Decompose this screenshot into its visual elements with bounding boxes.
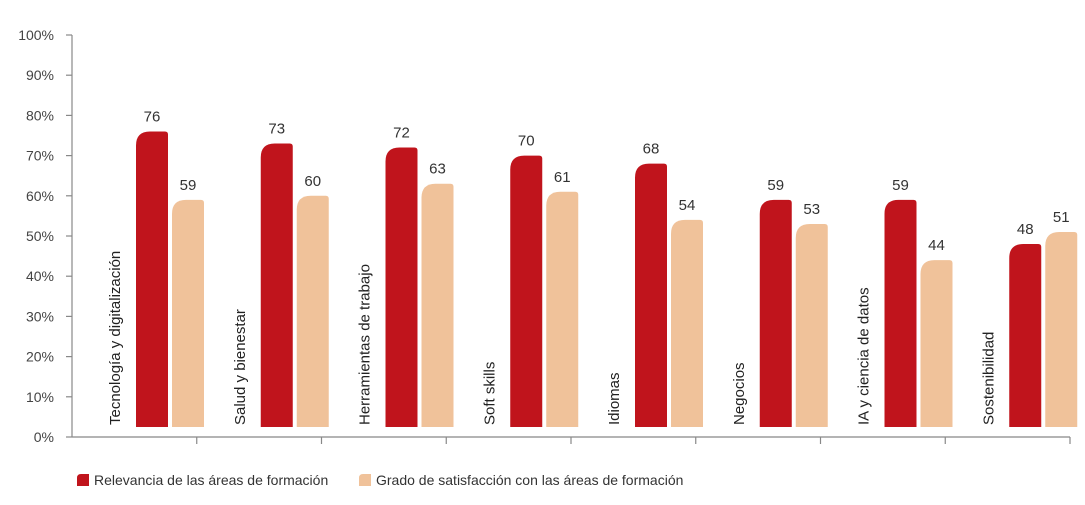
bar-relevancia xyxy=(510,155,543,427)
y-tick-label: 10% xyxy=(26,389,54,405)
bar-satisfaccion xyxy=(671,219,703,427)
data-label: 48 xyxy=(1017,221,1034,238)
y-tick-label: 50% xyxy=(26,228,54,244)
data-label: 72 xyxy=(393,125,410,142)
data-label: 60 xyxy=(304,173,321,190)
data-label: 59 xyxy=(180,177,197,194)
legend-swatch xyxy=(77,474,89,486)
bar-relevancia xyxy=(260,143,293,428)
bar-satisfaccion xyxy=(172,199,204,427)
legend-swatch xyxy=(359,474,371,486)
bar-relevancia xyxy=(635,163,667,427)
bar-satisfaccion xyxy=(920,260,953,427)
category-label: Soft skills xyxy=(481,362,498,425)
y-tick-label: 100% xyxy=(18,27,54,43)
data-label: 68 xyxy=(643,141,660,158)
category-label: Idiomas xyxy=(606,372,623,425)
category-label: Sostenibilidad xyxy=(980,332,997,425)
bar-satisfaccion xyxy=(546,191,579,427)
category-label: Tecnología y digitalización xyxy=(107,251,124,425)
legend-label: Grado de satisfacción con las áreas de f… xyxy=(376,472,683,488)
data-label: 51 xyxy=(1053,209,1070,226)
bar-satisfaccion xyxy=(296,195,329,427)
category-label: Negocios xyxy=(731,362,748,425)
y-tick-label: 0% xyxy=(34,429,54,445)
x-axis xyxy=(72,436,1071,444)
data-label: 44 xyxy=(928,237,945,254)
bar-satisfaccion xyxy=(1045,231,1078,427)
y-tick-label: 40% xyxy=(26,268,54,284)
data-label: 76 xyxy=(144,108,161,125)
bars: Tecnología y digitalización 76 59 Salud y b… xyxy=(107,108,1078,428)
data-label: 59 xyxy=(767,177,784,194)
data-label: 70 xyxy=(518,133,535,150)
y-tick-label: 30% xyxy=(26,308,54,324)
y-tick-label: 20% xyxy=(26,349,54,365)
data-label: 53 xyxy=(803,201,820,218)
bar-relevancia xyxy=(1009,244,1042,427)
legend: Relevancia de las áreas de formación Grad… xyxy=(77,472,683,488)
bar-satisfaccion xyxy=(795,223,828,427)
category-label: IA y ciencia de datos xyxy=(856,287,873,425)
data-label: 73 xyxy=(268,121,285,138)
category-label: Salud y bienestar xyxy=(232,309,249,425)
y-tick-label: 70% xyxy=(26,148,54,164)
bar-satisfaccion xyxy=(421,183,454,427)
y-tick-label: 90% xyxy=(26,67,54,83)
y-tick-label: 80% xyxy=(26,107,54,123)
category-label: Herramientas de trabajo xyxy=(357,264,374,425)
bar-relevancia xyxy=(884,199,917,427)
bar-relevancia xyxy=(385,147,418,427)
data-label: 54 xyxy=(679,197,696,214)
y-tick-label: 60% xyxy=(26,188,54,204)
data-label: 61 xyxy=(554,169,571,186)
legend-label: Relevancia de las áreas de formación xyxy=(94,472,328,488)
bar-relevancia xyxy=(759,199,792,427)
data-label: 59 xyxy=(892,177,909,194)
data-label: 63 xyxy=(429,161,446,178)
bar-relevancia xyxy=(136,131,168,428)
y-axis: 0% 10% 20% 30% 40% 50% 60% 70% 80% 90% 100% xyxy=(18,27,73,445)
